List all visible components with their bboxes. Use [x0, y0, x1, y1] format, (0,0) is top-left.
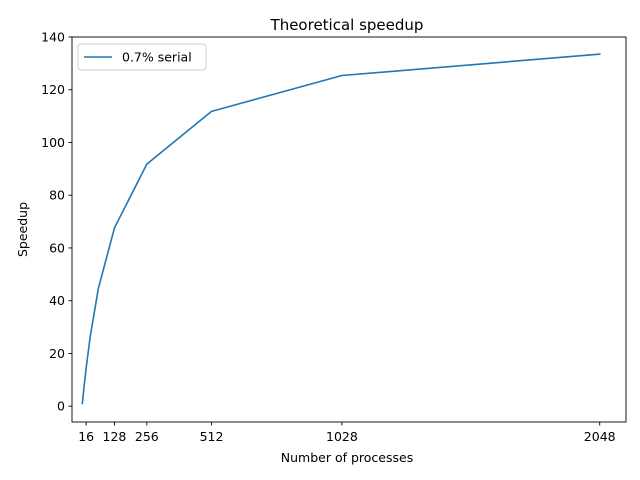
legend-label: 0.7% serial	[122, 50, 192, 65]
x-tick-label: 128	[103, 429, 127, 444]
x-axis: 16 128 256 512 1028 2048	[78, 422, 616, 444]
y-tick-label: 80	[49, 188, 65, 203]
x-axis-label: Number of processes	[281, 450, 413, 465]
y-axis-label: Speedup	[15, 202, 30, 257]
plot-frame	[71, 36, 627, 423]
y-tick-label: 100	[41, 135, 65, 150]
y-tick-label: 140	[41, 30, 65, 45]
x-tick-label: 1028	[326, 429, 358, 444]
x-tick-label: 256	[135, 429, 159, 444]
series-layer	[81, 53, 601, 405]
legend: 0.7% serial	[77, 43, 207, 71]
x-tick-label: 16	[78, 429, 94, 444]
legend-box	[77, 43, 207, 71]
chart-title: Theoretical speedup	[270, 16, 424, 34]
x-tick-label: 2048	[584, 429, 616, 444]
y-tick-label: 20	[49, 346, 65, 361]
y-tick-label: 120	[41, 82, 65, 97]
y-tick-label: 0	[57, 399, 65, 414]
y-axis: 0 20 40 60 80 100 120 140	[41, 30, 72, 414]
x-tick-label: 512	[200, 429, 224, 444]
y-tick-label: 60	[49, 240, 65, 255]
y-tick-label: 40	[49, 293, 65, 308]
series-line	[81, 53, 601, 405]
